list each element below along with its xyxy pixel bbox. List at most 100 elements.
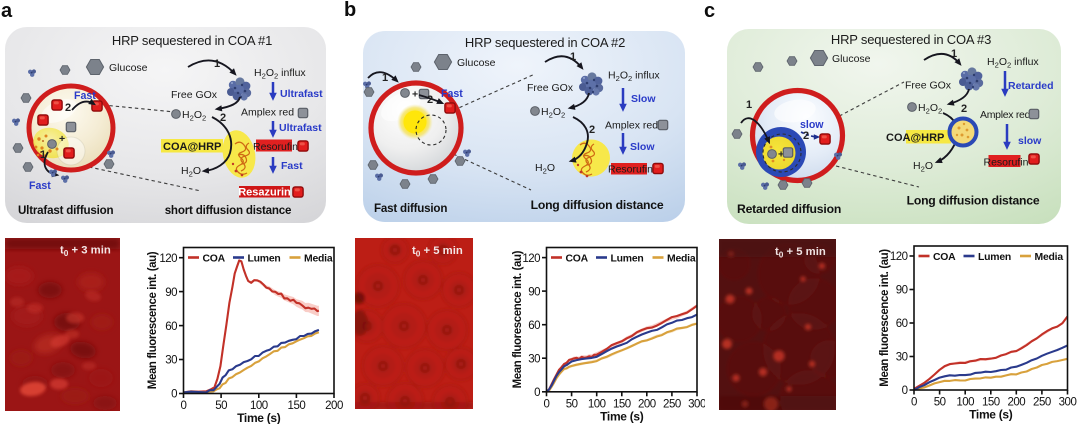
svg-text:Resazurin: Resazurin [238,187,291,199]
svg-text:Long diffusion distance: Long diffusion distance [907,194,1040,208]
svg-text:Free GOx: Free GOx [527,82,574,94]
svg-text:Media: Media [667,253,696,264]
svg-text:H2O2 influx: H2O2 influx [608,70,660,83]
svg-text:300: 300 [688,398,705,410]
svg-text:Mean fluorescence int. (au): Mean fluorescence int. (au) [512,250,524,388]
svg-text:90: 90 [896,285,908,297]
svg-text:H2O: H2O [181,165,201,178]
svg-text:250: 250 [1033,397,1051,409]
svg-text:H2O2: H2O2 [541,106,565,119]
svg-text:Free GOx: Free GOx [905,80,952,92]
svg-text:H2O2 influx: H2O2 influx [987,56,1039,69]
svg-text:H2O: H2O [913,160,933,173]
svg-text:Ultrafast diffusion: Ultrafast diffusion [18,204,114,217]
svg-text:t0 + 3 min: t0 + 3 min [60,245,111,258]
svg-text:50: 50 [566,398,578,410]
svg-text:90: 90 [528,286,540,298]
svg-text:Long diffusion distance: Long diffusion distance [531,198,664,212]
svg-text:Mean fluorescence int. (au): Mean fluorescence int. (au) [147,251,159,389]
svg-text:Time (s): Time (s) [237,411,281,424]
svg-text:Glucose: Glucose [109,62,148,74]
svg-text:HRP sequestered in COA #1: HRP sequestered in COA #1 [112,33,272,48]
svg-text:300: 300 [1059,397,1077,409]
svg-text:60: 60 [896,318,908,330]
svg-text:COA@HRP: COA@HRP [886,132,944,144]
svg-text:Ultrafast: Ultrafast [279,122,322,134]
svg-text:150: 150 [288,400,306,412]
svg-text:120: 120 [890,251,908,263]
svg-text:Ultrafast: Ultrafast [280,88,323,100]
svg-text:COA: COA [203,253,226,264]
svg-text:H2O2: H2O2 [918,102,942,115]
svg-text:1: 1 [214,58,220,70]
svg-text:COA: COA [566,253,589,264]
svg-text:Slow: Slow [631,93,656,105]
svg-text:Resorufin: Resorufin [253,141,298,153]
svg-text:Lumen: Lumen [978,252,1011,263]
svg-text:Slow: Slow [630,141,655,153]
svg-text:H2O2: H2O2 [182,109,206,122]
svg-text:+: + [778,149,784,161]
svg-text:slow: slow [1018,135,1042,147]
svg-text:t0 + 5 min: t0 + 5 min [775,246,826,259]
svg-text:0: 0 [544,398,550,410]
svg-text:t0 + 5 min: t0 + 5 min [412,245,463,258]
svg-text:slow: slow [800,119,824,131]
svg-text:+: + [412,89,418,101]
svg-text:0: 0 [171,389,177,401]
svg-text:120: 120 [522,253,540,265]
svg-text:HRP sequestered in COA #3: HRP sequestered in COA #3 [831,32,991,47]
svg-text:Fast: Fast [281,160,303,172]
svg-text:Free GOx: Free GOx [171,89,218,101]
svg-text:0: 0 [181,400,187,412]
svg-text:250: 250 [663,398,681,410]
svg-text:Amplex red: Amplex red [980,109,1031,121]
svg-text:Mean fluorescence int. (au): Mean fluorescence int. (au) [879,249,891,387]
svg-text:Lumen: Lumen [611,253,644,264]
svg-text:30: 30 [528,353,540,365]
svg-text:Fast: Fast [74,90,96,102]
svg-text:Fast diffusion: Fast diffusion [374,202,447,215]
svg-text:0: 0 [534,387,540,399]
svg-text:Media: Media [304,253,333,264]
svg-text:90: 90 [165,287,177,299]
svg-text:1: 1 [570,51,576,63]
svg-text:100: 100 [956,397,974,409]
svg-text:Resorufin: Resorufin [984,157,1029,169]
svg-text:1: 1 [746,99,752,111]
svg-text:2: 2 [427,94,433,106]
svg-text:Time (s): Time (s) [969,408,1013,422]
svg-text:Fast: Fast [29,180,51,192]
svg-text:COA@HRP: COA@HRP [163,141,221,153]
svg-text:Amplex red: Amplex red [605,120,658,132]
svg-text:Lumen: Lumen [248,253,281,264]
svg-text:COA: COA [933,252,956,263]
svg-text:Glucose: Glucose [832,53,871,65]
svg-text:1: 1 [40,149,46,161]
svg-text:200: 200 [1007,397,1025,409]
svg-text:50: 50 [934,397,946,409]
svg-text:200: 200 [325,400,343,412]
svg-text:120: 120 [159,253,177,265]
svg-text:2: 2 [589,124,595,136]
svg-text:H2O2 influx: H2O2 influx [254,67,306,80]
svg-text:Resorufin: Resorufin [608,164,653,176]
svg-text:100: 100 [250,400,268,412]
svg-text:30: 30 [896,352,908,364]
svg-text:0: 0 [902,385,908,397]
svg-text:100: 100 [588,398,606,410]
svg-text:Glucose: Glucose [457,57,496,69]
svg-text:Amplex red: Amplex red [241,107,294,119]
svg-text:Retarded: Retarded [1008,80,1054,92]
svg-text:150: 150 [613,398,631,410]
svg-text:HRP sequestered in COA #2: HRP sequestered in COA #2 [465,35,625,50]
svg-text:1: 1 [951,48,957,60]
svg-text:H2O: H2O [535,162,555,175]
svg-text:50: 50 [215,400,227,412]
svg-text:30: 30 [165,355,177,367]
svg-text:2: 2 [65,102,71,114]
svg-text:60: 60 [165,321,177,333]
svg-text:short diffusion distance: short diffusion distance [165,204,292,217]
svg-text:0: 0 [911,397,917,409]
svg-text:1: 1 [382,72,388,84]
